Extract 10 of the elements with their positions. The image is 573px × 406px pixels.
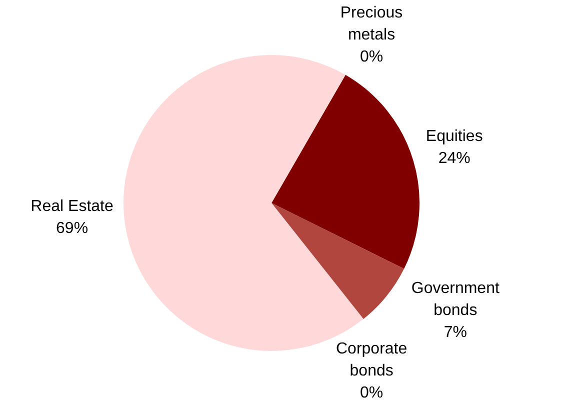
data-label: 69% <box>56 220 88 238</box>
data-label: 24% <box>438 150 470 168</box>
text: 0% <box>360 48 384 66</box>
data-label: 7% <box>444 324 467 341</box>
slice-label: Real Estate <box>30 198 114 216</box>
slice-label: Equities <box>426 128 483 146</box>
category-label: Precious metals <box>340 4 403 44</box>
text: 0% <box>360 384 384 402</box>
category-label: Corporate bonds <box>336 340 408 380</box>
slice-label: Government bonds <box>411 280 500 319</box>
